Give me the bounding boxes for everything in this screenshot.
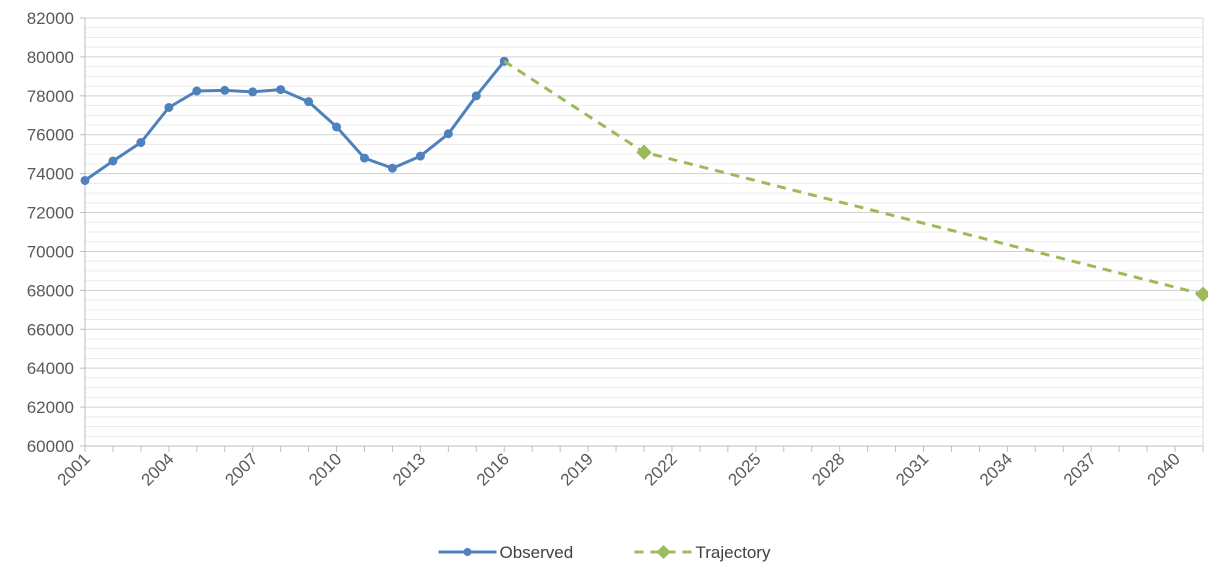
y-tick-label: 66000 (27, 320, 74, 339)
observed-data-point (192, 86, 202, 96)
observed-data-point (304, 97, 314, 107)
x-tick-label: 2037 (1060, 449, 1100, 489)
x-tick-label: 2004 (137, 449, 177, 489)
y-tick-label: 82000 (27, 9, 74, 28)
x-tick-label: 2031 (892, 449, 932, 489)
observed-data-point (80, 175, 90, 185)
y-tick-label: 68000 (27, 281, 74, 300)
y-tick-label: 64000 (27, 359, 74, 378)
observed-data-point (220, 85, 230, 95)
observed-data-point (108, 156, 118, 166)
y-axis-tick-labels: 60000 62000 64000 66000 68000 70000 72000 74000… (27, 9, 74, 456)
y-tick-label: 60000 (27, 437, 74, 456)
legend-marker-observed (463, 548, 472, 556)
observed-data-point (415, 151, 425, 161)
x-tick-label: 2040 (1144, 449, 1184, 489)
y-tick-label: 74000 (27, 165, 74, 184)
trajectory-data-point (636, 144, 652, 160)
x-tick-label: 2034 (976, 449, 1016, 489)
observed-data-point (276, 85, 286, 95)
legend-label-observed: Observed (500, 543, 574, 562)
x-tick-label: 2016 (473, 449, 513, 489)
observed-data-point (387, 163, 397, 173)
series-layer (80, 56, 1208, 302)
y-tick-label: 80000 (27, 48, 74, 67)
x-tick-label: 2028 (808, 449, 848, 489)
y-tick-label: 70000 (27, 242, 74, 261)
y-tick-label: 62000 (27, 398, 74, 417)
x-tick-label: 2025 (724, 449, 764, 489)
observed-data-point (332, 122, 342, 132)
x-tick-label: 2013 (389, 449, 429, 489)
legend-marker-trajectory (656, 545, 671, 559)
x-tick-label: 2010 (305, 449, 345, 489)
x-tick-label: 2007 (221, 449, 261, 489)
observed-series-line (83, 59, 506, 182)
legend-label-trajectory: Trajectory (696, 543, 771, 562)
observed-data-point (360, 153, 369, 163)
x-axis-tick-labels: 2001 2004 2007 2010 2013 2016 2019 2022 2025 2028… (54, 449, 1184, 489)
chart-axes (80, 17, 1204, 452)
chart-legend: Observed Trajectory (438, 543, 771, 562)
x-tick-label: 2022 (641, 449, 681, 489)
y-tick-label: 76000 (27, 126, 74, 145)
observed-data-point (136, 138, 146, 148)
observed-data-point (443, 129, 453, 139)
y-tick-label: 78000 (27, 87, 74, 106)
minor-gridlines (85, 27, 1203, 437)
observed-data-point (164, 102, 174, 112)
trajectory-data-point (1195, 286, 1208, 302)
y-tick-label: 72000 (27, 204, 74, 223)
observed-data-point (248, 87, 258, 97)
x-tick-label: 2019 (557, 449, 597, 489)
observed-data-point (471, 91, 481, 101)
